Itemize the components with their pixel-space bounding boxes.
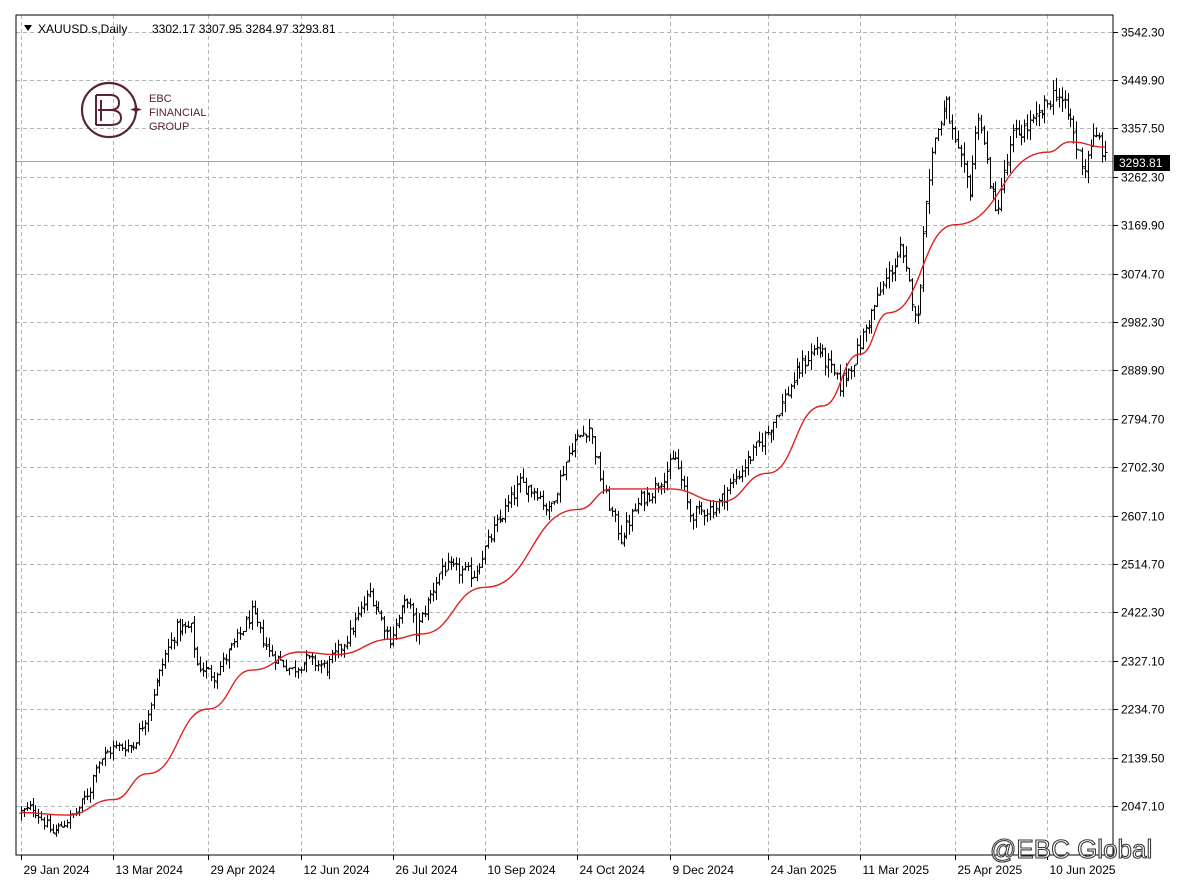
dropdown-triangle-icon[interactable] [24,25,32,31]
x-tick-label: 29 Jan 2024 [24,863,90,877]
y-tick-label: 2422.30 [1121,606,1165,620]
y-tick-label: 2139.50 [1121,752,1165,766]
y-tick-label: 2982.30 [1121,316,1165,330]
y-tick-label: 2514.70 [1121,558,1165,572]
company-logo: EBC FINANCIAL GROUP [80,81,206,139]
x-tick-label: 25 Apr 2025 [958,863,1023,877]
x-tick-label: 10 Sep 2024 [488,863,556,877]
x-tick-label: 10 Jun 2025 [1050,863,1116,877]
plot-frame [15,14,1114,856]
logo-line-2: FINANCIAL [149,107,206,119]
logo-line-1: EBC [149,93,172,105]
price-axis[interactable]: 3542.30 3449.90 3357.50 3262.30 3169.90 3074.… [1113,26,1165,814]
y-tick-label: 2327.10 [1121,655,1165,669]
y-tick-label: 2889.90 [1121,364,1165,378]
logo-star-icon [130,103,142,116]
y-tick-label: 2047.10 [1121,800,1165,814]
moving-average-line [20,141,1106,816]
y-tick-label: 3542.30 [1121,26,1165,40]
y-tick-label: 2607.10 [1121,510,1165,524]
current-price-tag: 3293.81 [1114,155,1170,171]
y-tick-label: 2794.70 [1121,413,1165,427]
current-price-tag-bg [1114,155,1170,171]
time-axis[interactable]: 29 Jan 2024 13 Mar 2024 29 Apr 2024 12 Jun … [21,855,1116,877]
y-tick-label: 3262.30 [1121,171,1165,185]
symbol-label: XAUUSD.s,Daily [38,22,127,36]
y-tick-label: 2702.30 [1121,461,1165,475]
y-tick-label: 3449.90 [1121,74,1165,88]
logo-line-3: GROUP [149,121,189,133]
x-tick-label: 12 Jun 2024 [304,863,370,877]
x-tick-label: 11 Mar 2025 [863,863,930,877]
ohlc-values: 3302.17 3307.95 3284.97 3293.81 [152,22,336,36]
watermark: @EBC Global [989,833,1152,864]
current-price-value: 3293.81 [1119,156,1163,170]
moving-average-layer [20,141,1106,816]
price-bars [19,77,1108,837]
x-tick-label: 29 Apr 2024 [211,863,276,877]
y-tick-label: 3074.70 [1121,268,1165,282]
chart-header: XAUUSD.s,Daily 3302.17 3307.95 3284.97 3… [24,22,336,36]
x-tick-label: 26 Jul 2024 [396,863,458,877]
logo-monogram-icon [95,94,123,126]
x-tick-label: 24 Oct 2024 [580,863,646,877]
x-tick-label: 9 Dec 2024 [673,863,735,877]
x-tick-label: 24 Jan 2025 [771,863,837,877]
x-tick-label: 13 Mar 2024 [116,863,184,877]
y-tick-label: 2234.70 [1121,703,1165,717]
y-tick-label: 3357.50 [1121,122,1165,136]
watermark-text: @EBC Global [990,834,1152,864]
y-tick-label: 3169.90 [1121,219,1165,233]
